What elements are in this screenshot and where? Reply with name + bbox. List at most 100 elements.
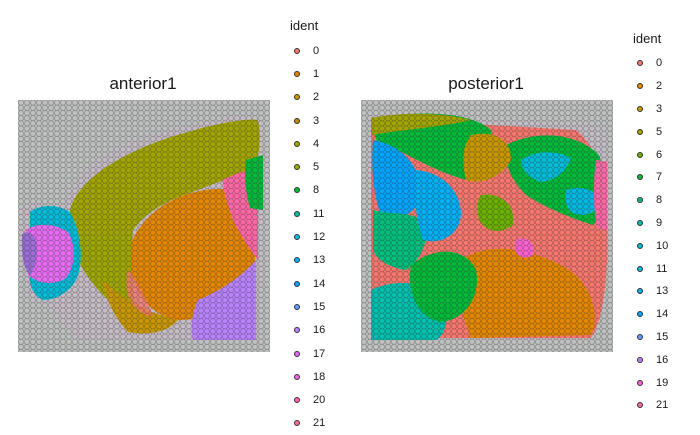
legend-item-1: 1 <box>290 62 325 85</box>
legend-item-2: 2 <box>633 75 668 98</box>
legend-item-11: 11 <box>633 257 668 280</box>
legend-label: 16 <box>313 324 326 337</box>
legend-posterior: ident 0 2 3 5 6 7 8 9 10 11 13 14 15 16 19 21 <box>633 31 668 417</box>
legend-label: 2 <box>656 80 663 93</box>
legend-label: 16 <box>656 353 669 366</box>
legend-item-14: 14 <box>290 272 325 295</box>
legend-key-icon <box>633 379 647 386</box>
legend-item-21: 21 <box>633 394 668 417</box>
legend-item-16: 16 <box>633 348 668 371</box>
legend-item-14: 14 <box>633 303 668 326</box>
legend-item-4: 4 <box>290 132 325 155</box>
legend-label: 15 <box>656 330 669 343</box>
legend-key-icon <box>633 288 647 295</box>
legend-label: 8 <box>313 184 320 197</box>
legend-key-icon <box>290 420 304 427</box>
legend-key-icon <box>633 356 647 363</box>
legend-key-icon <box>290 140 304 147</box>
anterior-tissue-plot <box>18 100 270 352</box>
legend-item-3: 3 <box>290 109 325 132</box>
legend-item-16: 16 <box>290 319 325 342</box>
legend-key-icon <box>290 303 304 310</box>
legend-key-icon <box>290 327 304 334</box>
legend-item-0: 0 <box>633 52 668 75</box>
legend-key-icon <box>290 350 304 357</box>
legend-label: 4 <box>313 137 320 150</box>
legend-key-icon <box>290 210 304 217</box>
legend-label: 3 <box>656 102 663 115</box>
legend-item-5: 5 <box>633 120 668 143</box>
legend-label: 1 <box>313 67 320 80</box>
legend-item-19: 19 <box>633 371 668 394</box>
legend-label: 0 <box>656 57 663 70</box>
panel-title-anterior: anterior1 <box>109 74 177 93</box>
legend-key-icon <box>633 60 647 67</box>
legend-label: 21 <box>313 417 326 430</box>
legend-item-12: 12 <box>290 225 325 248</box>
legend-item-13: 13 <box>290 249 325 272</box>
panel-title-posterior: posterior1 <box>448 74 524 93</box>
legend-item-13: 13 <box>633 280 668 303</box>
legend-label: 3 <box>313 114 320 127</box>
legend-key-icon <box>633 333 647 340</box>
legend-label: 17 <box>313 347 326 360</box>
legend-label: 2 <box>313 91 320 104</box>
legend-key-icon <box>290 257 304 264</box>
legend-key-icon <box>290 373 304 380</box>
legend-label: 12 <box>313 231 326 244</box>
legend-item-2: 2 <box>290 86 325 109</box>
legend-item-7: 7 <box>633 166 668 189</box>
legend-key-icon <box>633 402 647 409</box>
legend-label: 5 <box>313 161 320 174</box>
legend-label: 18 <box>313 370 326 383</box>
legend-label: 0 <box>313 44 320 57</box>
legend-key-icon <box>633 219 647 226</box>
legend-key-icon <box>633 311 647 318</box>
legend-key-icon <box>633 128 647 135</box>
legend-key-icon <box>290 234 304 241</box>
legend-key-icon <box>290 187 304 194</box>
legend-label: 5 <box>656 125 663 138</box>
legend-label: 20 <box>313 394 326 407</box>
legend-key-icon <box>290 397 304 404</box>
legend-title: ident <box>290 18 319 33</box>
legend-item-0: 0 <box>290 39 325 62</box>
legend-anterior: ident 0 1 2 3 4 5 8 11 12 13 14 15 16 17 18 20 21 <box>290 18 325 435</box>
legend-item-17: 17 <box>290 342 325 365</box>
legend-key-icon <box>633 174 647 181</box>
legend-label: 11 <box>313 207 325 220</box>
legend-label: 15 <box>313 300 326 313</box>
legend-item-11: 11 <box>290 202 325 225</box>
legend-item-8: 8 <box>290 179 325 202</box>
legend-key-icon <box>290 70 304 77</box>
legend-label: 10 <box>656 239 669 252</box>
legend-label: 9 <box>656 216 663 229</box>
legend-label: 19 <box>656 376 669 389</box>
legend-item-20: 20 <box>290 388 325 411</box>
legend-label: 13 <box>656 285 669 298</box>
posterior-tissue-plot <box>361 100 613 352</box>
legend-item-5: 5 <box>290 155 325 178</box>
legend-key-icon <box>633 242 647 249</box>
legend-key-icon <box>633 151 647 158</box>
legend-key-icon <box>290 47 304 54</box>
legend-key-icon <box>633 83 647 90</box>
legend-key-icon <box>633 105 647 112</box>
legend-item-8: 8 <box>633 189 668 212</box>
legend-item-9: 9 <box>633 212 668 235</box>
legend-key-icon <box>290 94 304 101</box>
legend-item-18: 18 <box>290 365 325 388</box>
legend-label: 14 <box>313 277 326 290</box>
legend-item-15: 15 <box>290 295 325 318</box>
legend-key-icon <box>290 117 304 124</box>
post-region-21 <box>593 160 607 230</box>
legend-key-icon <box>290 280 304 287</box>
legend-key-icon <box>633 197 647 204</box>
legend-label: 6 <box>656 148 663 161</box>
legend-label: 7 <box>656 171 663 184</box>
legend-key-icon <box>633 265 647 272</box>
legend-item-10: 10 <box>633 234 668 257</box>
legend-item-15: 15 <box>633 326 668 349</box>
legend-label: 11 <box>656 262 668 275</box>
legend-item-6: 6 <box>633 143 668 166</box>
